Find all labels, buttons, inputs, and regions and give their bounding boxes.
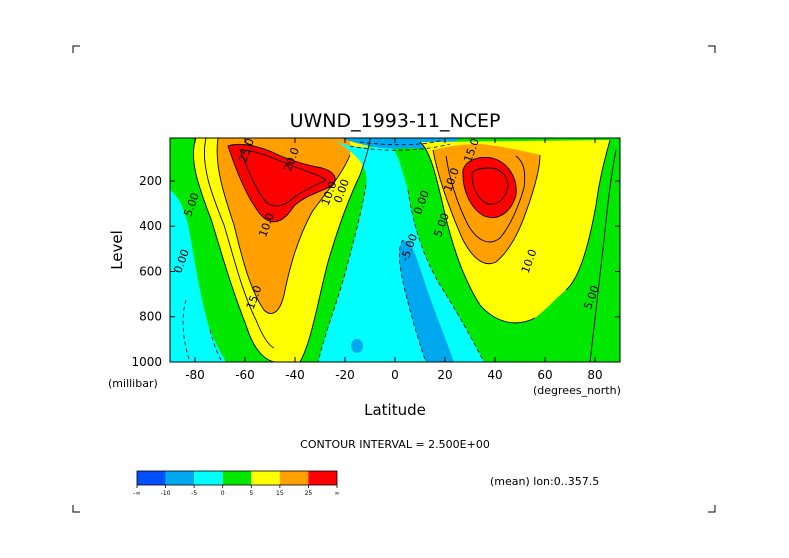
- nh-jet-fill-25: [462, 157, 517, 218]
- contour-line: [216, 138, 351, 314]
- colorbar: -∞ -10 -5 0 5 15 25 ∞: [133, 470, 340, 497]
- contour-line: [317, 184, 367, 362]
- colorbar-swatch: [194, 471, 223, 485]
- colorbar-label: 5: [249, 490, 253, 497]
- sh-jet-fill-25: [228, 144, 336, 222]
- x-tick-label: -20: [335, 368, 355, 382]
- x-units-label: (degrees_north): [533, 384, 621, 397]
- colorbar-label: 0: [221, 490, 225, 497]
- x-tick-label: -60: [235, 368, 255, 382]
- contour-line: [407, 189, 485, 362]
- x-tick-label: -40: [285, 368, 305, 382]
- x-tick-label: 80: [587, 368, 602, 382]
- crop-mark-bottom-right: [708, 505, 716, 513]
- contour-interval-text: CONTOUR INTERVAL = 2.500E+00: [300, 438, 490, 451]
- x-axis-label: Latitude: [364, 401, 426, 419]
- contour-line: [349, 143, 451, 151]
- x-tick-label: -80: [185, 368, 205, 382]
- mean-lon-text: (mean) lon:0..357.5: [490, 475, 599, 488]
- colorbar-swatch: [222, 471, 252, 485]
- chart-title: UWND_1993-11_NCEP: [290, 110, 501, 132]
- y-tick-label: 400: [139, 219, 162, 233]
- contour-line: [565, 204, 597, 291]
- contour-line: [445, 155, 526, 243]
- contour-line: [359, 139, 445, 146]
- x-tick-label: 40: [487, 368, 502, 382]
- y-axis-label: Level: [108, 230, 126, 270]
- contour-line: [239, 149, 327, 207]
- crop-mark-top-left: [72, 45, 80, 53]
- crop-marks: [72, 45, 716, 513]
- y-tick-label: 1000: [131, 355, 162, 369]
- colorbar-swatch: [251, 471, 280, 485]
- crop-mark-top-right: [708, 45, 716, 53]
- y-units-label: (millibar): [108, 377, 158, 390]
- crop-mark-bottom-left: [72, 505, 80, 513]
- contour-line: [299, 138, 371, 362]
- contour-line: [419, 141, 536, 324]
- colorbar-swatch: [279, 471, 309, 485]
- contour-line: [471, 167, 509, 205]
- contour-line: [192, 138, 276, 362]
- contour-line: [462, 157, 517, 218]
- tropics-fill-neg5: [399, 240, 454, 362]
- contour-lines: [192, 138, 617, 362]
- contour-line: [595, 139, 611, 206]
- contour-line: [182, 299, 191, 362]
- contour-lines-negative: [182, 139, 485, 362]
- colorbar-label: 15: [276, 490, 284, 497]
- plot-area: [170, 138, 620, 362]
- x-tick-label: 60: [537, 368, 552, 382]
- contour-line: [203, 138, 275, 349]
- colorbar-label: -∞: [133, 490, 140, 497]
- y-axis: 200 400 600 800 1000: [131, 174, 620, 369]
- contour-line: [209, 329, 223, 362]
- contour-line: [589, 149, 617, 362]
- x-axis: -80 -60 -40 -20 0 20 40 60 80: [185, 138, 603, 382]
- colorbar-swatch: [165, 471, 195, 485]
- colorbar-swatch: [137, 471, 166, 485]
- colorbar-swatch: [308, 471, 337, 485]
- colorbar-label: -5: [191, 490, 197, 497]
- y-tick-label: 800: [139, 310, 162, 324]
- x-tick-label: 20: [437, 368, 452, 382]
- x-tick-label: 0: [391, 368, 399, 382]
- sh-polar-fill: [170, 190, 226, 362]
- colorbar-label: -10: [161, 490, 171, 497]
- contour-line: [432, 149, 541, 265]
- colorbar-label: 25: [305, 490, 313, 497]
- colorbar-label: ∞: [335, 490, 340, 497]
- y-tick-label: 200: [139, 174, 162, 188]
- colorbar-frame: [136, 470, 338, 486]
- y-tick-label: 600: [139, 264, 162, 278]
- contour-line: [398, 239, 427, 362]
- tropics-fill-neg5-spot: [351, 339, 363, 353]
- contour-line: [227, 143, 336, 223]
